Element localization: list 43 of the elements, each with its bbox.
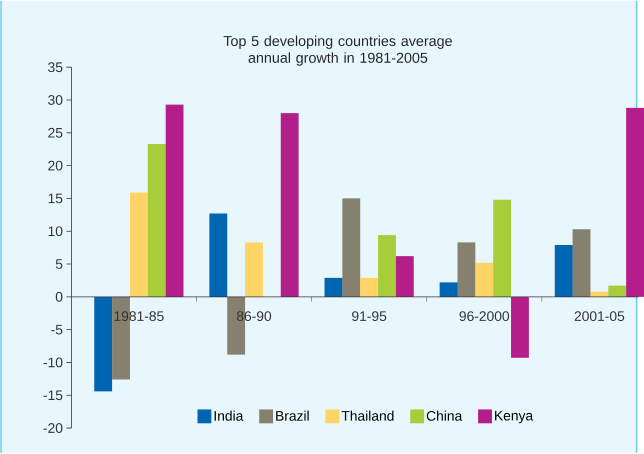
y-tick-label: 15	[48, 194, 62, 204]
bar	[245, 242, 263, 298]
bar	[475, 262, 494, 298]
y-tick-label: 35	[48, 62, 62, 72]
bar	[280, 113, 299, 298]
y-tick-label: 0	[56, 292, 62, 302]
y-tick-label: -10	[44, 358, 62, 368]
bar	[148, 144, 166, 298]
legend-label: Brazil	[276, 410, 309, 421]
bar	[554, 245, 573, 298]
legend-label: Thailand	[342, 410, 394, 421]
bar	[130, 192, 148, 298]
y-tick-label: -20	[44, 423, 62, 434]
y-tick-label: 10	[48, 226, 62, 236]
bar	[342, 198, 360, 298]
bar	[572, 229, 590, 298]
bar	[396, 256, 414, 298]
bar	[457, 242, 476, 298]
x-tick-label: 96-2000	[460, 311, 510, 322]
legend-label: Kenya	[495, 411, 534, 424]
chart-title: Top 5 developing countries average annual growth in 1981-2005	[224, 36, 452, 66]
bar	[608, 286, 626, 298]
y-tick-label: 30	[48, 95, 62, 106]
y-tick-label: -5	[51, 325, 62, 335]
bar	[440, 282, 458, 298]
bar	[360, 278, 378, 298]
legend-label: India	[214, 410, 244, 421]
legend-label: China	[426, 410, 462, 421]
y-tick-label: 25	[48, 128, 62, 138]
bar	[493, 200, 512, 298]
x-tick-label: 2001-05	[574, 311, 624, 322]
bar	[378, 235, 396, 298]
y-tick-label: 20	[48, 160, 62, 171]
y-tick-label: 5	[56, 259, 62, 270]
x-tick-label: 91-95	[352, 311, 386, 322]
bar	[324, 278, 342, 298]
bar	[511, 297, 529, 358]
bar	[626, 108, 644, 298]
bar	[590, 292, 608, 298]
bar	[209, 214, 228, 298]
y-tick-label: -15	[44, 390, 62, 400]
bar	[94, 297, 112, 392]
bar	[166, 104, 184, 298]
